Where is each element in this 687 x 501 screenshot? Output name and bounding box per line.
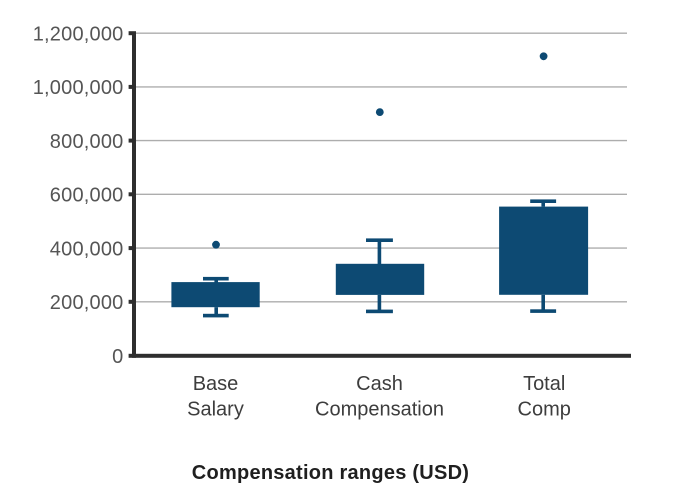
svg-text:1,000,000: 1,000,000	[33, 77, 124, 99]
svg-text:800,000: 800,000	[50, 131, 124, 153]
svg-text:400,000: 400,000	[50, 238, 124, 260]
svg-text:Compensation ranges (USD): Compensation ranges (USD)	[192, 462, 469, 484]
svg-text:Cash: Cash	[356, 373, 403, 395]
svg-text:600,000: 600,000	[50, 185, 124, 207]
svg-text:Total: Total	[523, 373, 565, 395]
svg-text:1,200,000: 1,200,000	[33, 23, 124, 45]
svg-text:Comp: Comp	[518, 399, 571, 421]
svg-text:0: 0	[112, 346, 123, 368]
svg-text:Salary: Salary	[187, 399, 244, 421]
svg-text:200,000: 200,000	[50, 292, 124, 314]
svg-text:Compensation: Compensation	[315, 399, 444, 421]
svg-text:Base: Base	[193, 373, 239, 395]
